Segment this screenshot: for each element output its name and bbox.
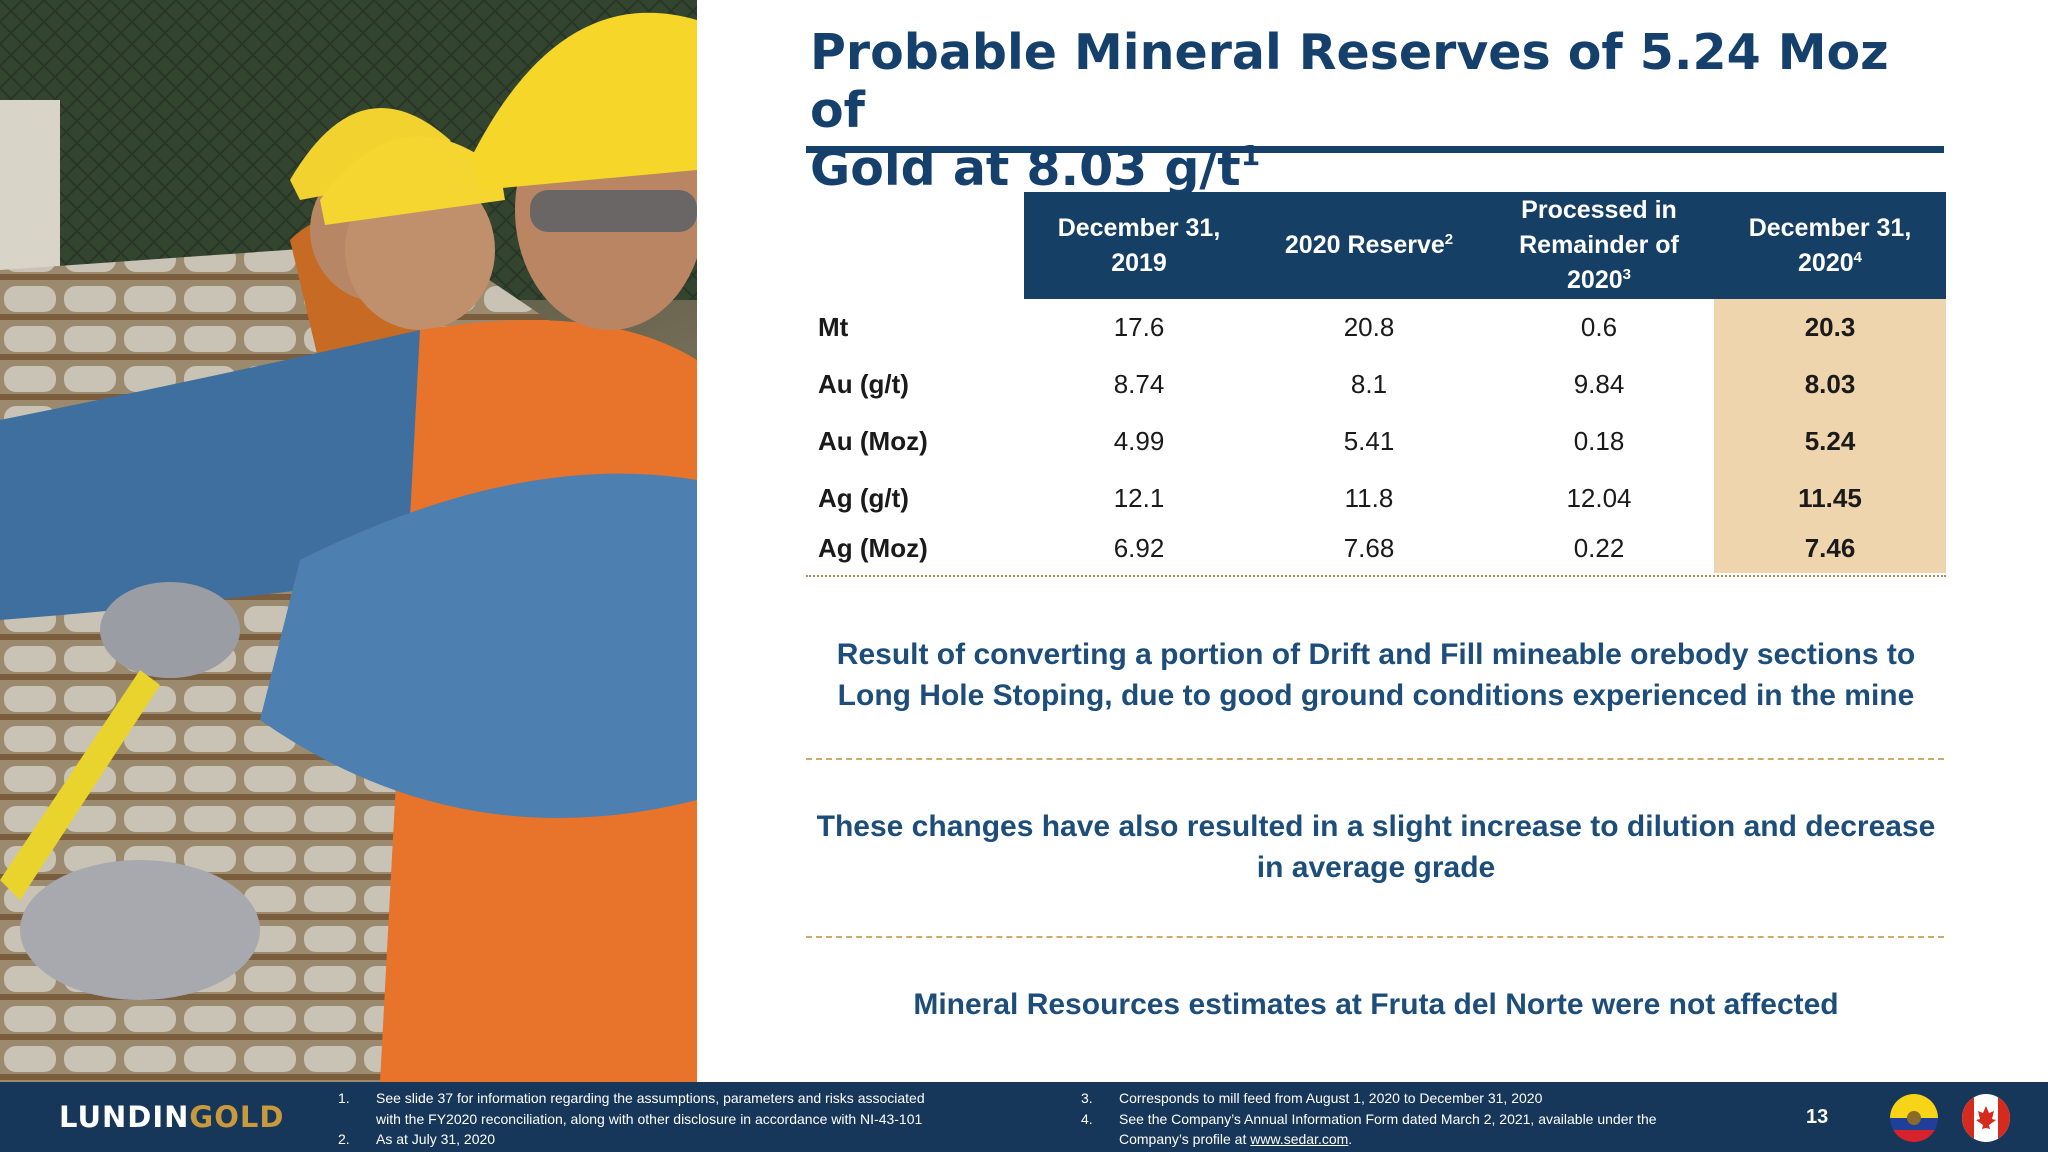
footnote-text: See the Company’s Annual Information For… [1119, 1110, 1657, 1127]
table-cell-highlight: 20.3 [1714, 299, 1946, 356]
footnote-text: See slide 37 for information regarding t… [376, 1090, 925, 1106]
note-long-hole-stoping: Result of converting a portion of Drift … [836, 638, 1916, 712]
table-row: Au (g/t) 8.74 8.1 9.84 8.03 [806, 356, 1946, 413]
table-cell: 12.04 [1566, 483, 1632, 513]
workers-illustration [0, 0, 697, 1082]
table-cell-highlight: 5.24 [1714, 413, 1946, 470]
table-cell-highlight: 8.03 [1714, 356, 1946, 413]
footnote-number: 3. [1081, 1090, 1093, 1106]
table-row: Ag (g/t) 12.1 11.8 12.04 11.45 [806, 470, 1946, 527]
reserves-table: December 31, 2019 2020 Reserve2 Processe… [806, 192, 1946, 573]
footnote-text: Corresponds to mill feed from August 1, … [1119, 1090, 1543, 1106]
row-label: Mt [818, 312, 849, 342]
footnote-number: 2. [338, 1131, 350, 1147]
row-label: Ag (g/t) [818, 483, 909, 513]
row-label: Ag (Moz) [818, 533, 928, 563]
table-header-row: December 31, 2019 2020 Reserve2 Processe… [806, 192, 1946, 299]
footnotes-right: 3. Corresponds to mill feed from August … [1081, 1088, 1771, 1150]
row-label: Au (g/t) [818, 369, 909, 399]
footnote-text: with the FY2020 reconciliation, along wi… [376, 1110, 923, 1127]
table-cell: 9.84 [1573, 369, 1625, 399]
page-number: 13 [1806, 1106, 1829, 1128]
table-header-dec-2019: December 31, 2019 [1024, 192, 1254, 299]
footnotes-left: 1. See slide 37 for information regardin… [338, 1088, 1018, 1150]
note-resources-unaffected: Mineral Resources estimates at Fruta del… [913, 988, 1839, 1021]
footnote-number: 1. [338, 1090, 350, 1106]
sedar-link[interactable]: www.sedar.com [1250, 1131, 1349, 1147]
canada-flag-icon [1962, 1094, 2010, 1142]
slide-title: Probable Mineral Reserves of 5.24 Moz of… [810, 24, 1960, 198]
note-divider [806, 758, 1944, 760]
table-cell: 5.41 [1343, 426, 1395, 456]
table-cell: 11.8 [1344, 483, 1394, 513]
lundin-gold-logo: LUNDINGOLD [59, 1100, 285, 1134]
note-divider [806, 936, 1944, 938]
table-cell: 12.1 [1113, 483, 1165, 513]
table-row: Ag (Moz) 6.92 7.68 0.22 7.46 [806, 527, 1946, 573]
table-header-2020-reserve: 2020 Reserve2 [1254, 192, 1484, 299]
table-bottom-border [806, 575, 1946, 577]
footnote-text: Company’s profile at www.sedar.com. [1119, 1131, 1353, 1147]
footer-bar: LUNDINGOLD 1. See slide 37 for informati… [0, 1082, 2048, 1152]
title-line-1: Probable Mineral Reserves of 5.24 Moz of [810, 24, 1889, 139]
table-cell: 0.18 [1573, 426, 1625, 456]
title-underline [806, 146, 1944, 153]
table-header-dec-2020: December 31, 20204 [1714, 192, 1946, 299]
table-cell: 6.92 [1113, 533, 1165, 563]
footnote-text: As at July 31, 2020 [376, 1131, 496, 1147]
note-dilution: These changes have also resulted in a sl… [816, 810, 1936, 884]
table-row: Mt 17.6 20.8 0.6 20.3 [806, 299, 1946, 356]
table-cell: 17.6 [1113, 312, 1165, 342]
table-cell: 7.68 [1343, 533, 1395, 563]
ecuador-flag-icon [1890, 1094, 1938, 1142]
table-cell: 4.99 [1113, 426, 1165, 456]
table-cell: 0.6 [1580, 312, 1618, 342]
table-header-empty [806, 192, 1024, 299]
table-cell: 8.1 [1350, 369, 1388, 399]
title-footnote-marker: 1 [1240, 139, 1261, 172]
table-cell: 20.8 [1343, 312, 1395, 342]
table-cell-highlight: 11.45 [1714, 470, 1946, 527]
footnote-number: 4. [1081, 1110, 1093, 1127]
table-row: Au (Moz) 4.99 5.41 0.18 5.24 [806, 413, 1946, 470]
table-cell: 8.74 [1113, 369, 1165, 399]
table-cell: 0.22 [1573, 533, 1625, 563]
table-header-processed-2020: Processed in Remainder of 20203 [1484, 192, 1714, 299]
table-cell-highlight: 7.46 [1714, 527, 1946, 573]
hero-photo-workers [0, 0, 697, 1082]
row-label: Au (Moz) [818, 426, 928, 456]
